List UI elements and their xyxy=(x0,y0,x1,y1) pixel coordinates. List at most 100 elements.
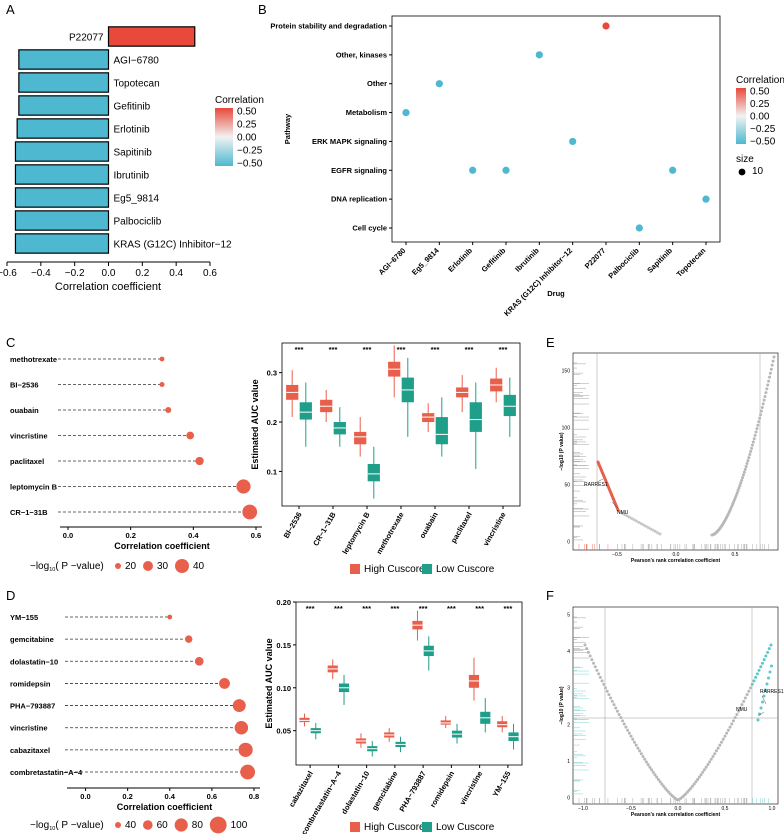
x-tick-label: 0.2 xyxy=(125,531,135,540)
gene-point-114 xyxy=(760,406,764,410)
annotation-leader xyxy=(757,711,765,717)
panel-f: 0 1 2 3 4 5 −1.0 −0.5 0.0 0.5 1.0 Pearson's rank co… xyxy=(559,606,784,818)
gene-point-46 xyxy=(632,518,636,522)
size-legend-label: 40 xyxy=(125,820,137,831)
legend-title: Correlation xyxy=(215,95,264,106)
plot-area xyxy=(295,601,523,766)
size-legend-title: −log10( P −value) xyxy=(30,820,104,832)
category-label: romidepsin xyxy=(10,679,51,688)
x-tick-label: AGI−6780 xyxy=(377,246,408,277)
gene-annotation: NMU xyxy=(617,510,629,516)
gene-point-34 xyxy=(641,755,645,759)
x-tick-label: 0.5 xyxy=(722,806,729,812)
legend-label: 0.50 xyxy=(237,106,257,117)
gene-point-71 xyxy=(704,765,708,769)
gene-point-89 xyxy=(738,484,742,488)
y-tick-label: 2 xyxy=(567,722,570,728)
point-5 xyxy=(469,166,477,174)
bar-4 xyxy=(16,118,110,139)
annotation-leader xyxy=(761,695,767,705)
panel-label-e: E xyxy=(546,335,555,350)
y-tick-label: 0.1 xyxy=(267,467,277,476)
gene-point-85 xyxy=(734,493,738,497)
x-tick-label: 0.0 xyxy=(673,552,680,558)
category-label: leptomycin B xyxy=(10,483,58,492)
gene-point-64 xyxy=(692,782,696,786)
x-axis-title: Correlation coefficient xyxy=(114,541,210,551)
point-8 xyxy=(702,195,710,203)
gene-point-63 xyxy=(691,784,695,788)
lollipop-1 xyxy=(159,381,165,388)
size-legend-title: −log10( P −value) xyxy=(30,561,104,573)
gene-point-109 xyxy=(769,643,773,647)
bar-label: Ibrutinib xyxy=(114,171,150,182)
gene-point-27 xyxy=(629,734,633,738)
y-tick-label: EGFR signaling xyxy=(331,166,387,175)
x-tick-label: BI−2536 xyxy=(282,511,304,540)
gene-point-19 xyxy=(615,709,619,713)
legend-swatch-1 xyxy=(422,822,432,832)
panel-label-f: F xyxy=(546,588,554,603)
y-tick-label: 0.05 xyxy=(276,727,291,736)
gene-point-43 xyxy=(656,777,660,781)
gene-point-82 xyxy=(723,734,727,738)
significance-label: *** xyxy=(447,604,456,613)
x-tick-label: 0.2 xyxy=(122,792,132,801)
gene-point-103 xyxy=(750,443,754,447)
significance-label: *** xyxy=(390,604,399,613)
gene-point-87 xyxy=(731,719,735,723)
gene-point-83 xyxy=(725,731,729,735)
gene-point-110 xyxy=(756,718,760,722)
significance-label: *** xyxy=(465,345,474,354)
significance-label: *** xyxy=(397,345,406,354)
gene-point-119 xyxy=(765,387,769,391)
x-axis-title: Correlation coefficient xyxy=(117,802,213,812)
gene-point-84 xyxy=(726,728,730,732)
x-tick-label: Palbociclib xyxy=(606,246,641,281)
gene-point-48 xyxy=(637,520,641,524)
size-legend-label: 100 xyxy=(231,820,248,831)
gene-point-118 xyxy=(764,391,768,395)
gene-point-28 xyxy=(631,737,635,741)
legend-label: 0.50 xyxy=(750,86,770,97)
legend-label: 0.25 xyxy=(237,119,257,130)
box-1-2 xyxy=(367,464,380,482)
gene-point-61 xyxy=(687,788,691,792)
box-1-5 xyxy=(469,402,482,432)
gene-point-95 xyxy=(745,693,749,697)
box-1-4 xyxy=(435,417,448,445)
size-legend-label: 10 xyxy=(752,166,764,177)
gene-point-31 xyxy=(636,746,640,750)
y-tick-label: 0.3 xyxy=(267,369,277,378)
gene-point-121 xyxy=(767,379,771,383)
x-tick-label: PHA−793887 xyxy=(397,770,427,814)
gene-point-40 xyxy=(618,510,622,514)
significance-label: *** xyxy=(306,604,315,613)
y-axis-title: Estimated AUC value xyxy=(250,379,260,469)
bar-1 xyxy=(18,49,110,70)
gene-annotation: NMU xyxy=(736,707,748,713)
legend-swatch-1 xyxy=(422,564,432,574)
x-tick-label: 0.0 xyxy=(80,792,90,801)
significance-label: *** xyxy=(499,345,508,354)
lollipop-4 xyxy=(195,456,204,466)
category-label: methotrexate xyxy=(10,355,57,364)
category-label: YM−155 xyxy=(10,613,38,622)
legend-label: 0.00 xyxy=(237,133,257,144)
x-axis-title: Drug xyxy=(547,289,565,298)
size-legend-dot-1 xyxy=(143,561,153,571)
gene-point-107 xyxy=(754,430,758,434)
x-axis-title: Pearson's rank correlation coefficient xyxy=(631,558,721,564)
legend-title-prefix: −log xyxy=(30,820,49,831)
x-tick-label: KRAS (G12C) Inhibitor−12 xyxy=(502,246,574,318)
x-tick-label: 0.2 xyxy=(135,268,149,279)
gene-point-47 xyxy=(634,519,638,523)
bar-label: KRAS (G12C) Inhibitor−12 xyxy=(114,240,233,251)
y-axis-title: −log10 (P value) xyxy=(559,432,565,470)
x-tick-label: Ibrutinib xyxy=(513,246,541,274)
gene-point-108 xyxy=(755,427,759,431)
y-tick-label: ERK MAPK signaling xyxy=(312,137,387,146)
size-legend-title: size xyxy=(736,154,754,165)
gene-point-56 xyxy=(656,531,660,535)
gene-point-125 xyxy=(770,363,774,367)
